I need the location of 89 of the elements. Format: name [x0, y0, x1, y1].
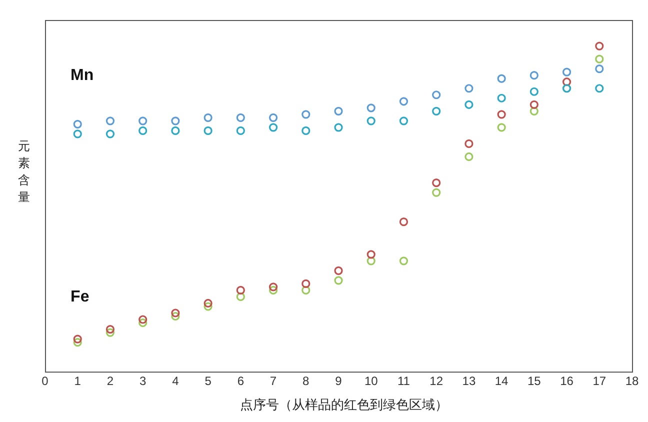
point — [497, 74, 506, 83]
x-tick-label: 2 — [106, 374, 114, 388]
x-tick-label: 4 — [172, 374, 180, 388]
x-tick-label: 18 — [625, 374, 639, 388]
point — [204, 113, 212, 122]
point — [106, 324, 115, 334]
point — [497, 110, 506, 119]
point — [432, 188, 441, 197]
point — [399, 97, 408, 106]
point — [171, 126, 180, 135]
point — [530, 100, 538, 109]
point — [302, 286, 310, 295]
point — [138, 126, 148, 135]
point — [464, 152, 474, 162]
point — [138, 318, 148, 328]
point — [595, 84, 604, 93]
point — [236, 113, 245, 122]
x-tick-label: 1 — [74, 374, 82, 388]
point — [106, 116, 115, 126]
x-tick-label: 6 — [237, 374, 244, 388]
point — [562, 68, 572, 76]
point — [366, 104, 376, 112]
point — [138, 116, 148, 126]
point — [334, 266, 343, 275]
point — [366, 256, 376, 266]
point — [432, 90, 441, 100]
point — [302, 279, 310, 288]
point — [530, 106, 538, 116]
point — [464, 84, 474, 93]
point — [399, 256, 408, 266]
point — [73, 120, 82, 128]
x-tick-label: 15 — [527, 374, 542, 388]
x-tick-label: 14 — [494, 374, 509, 388]
point — [73, 338, 82, 347]
point — [171, 116, 180, 126]
annotation: Fe — [70, 288, 90, 306]
point — [334, 123, 343, 132]
point — [171, 312, 180, 321]
point — [236, 292, 245, 302]
point — [236, 126, 245, 135]
x-tick-label: 13 — [462, 374, 476, 388]
point — [366, 116, 376, 126]
point — [595, 54, 604, 64]
point — [73, 334, 82, 344]
x-tick-label: 8 — [302, 374, 310, 388]
x-tick-label: 9 — [335, 374, 342, 388]
point — [334, 276, 343, 285]
point — [204, 298, 212, 308]
point — [399, 218, 408, 226]
point — [366, 250, 376, 259]
y-axis-title: 元素含量 — [18, 138, 31, 206]
point — [268, 123, 278, 132]
point — [399, 116, 408, 126]
point — [464, 139, 474, 148]
x-axis-title: 点序号（从样品的红色到绿色区域） — [239, 397, 449, 414]
point — [73, 130, 82, 138]
point — [204, 126, 212, 135]
point — [138, 315, 148, 324]
point — [530, 71, 538, 80]
point — [595, 64, 604, 74]
x-tick-label: 7 — [270, 374, 277, 388]
point — [562, 78, 572, 86]
point — [302, 110, 310, 119]
point — [497, 123, 506, 132]
annotation: Mn — [70, 66, 94, 84]
point — [106, 328, 115, 337]
point — [302, 126, 310, 135]
point — [530, 87, 538, 96]
x-tick-label: 5 — [204, 374, 212, 388]
x-tick-label: 0 — [42, 374, 49, 388]
point — [464, 100, 474, 109]
point — [268, 282, 278, 292]
x-tick-label: 10 — [364, 374, 378, 388]
x-tick-label: 3 — [139, 374, 146, 388]
x-tick-label: 11 — [397, 374, 410, 388]
point — [432, 106, 441, 116]
point — [595, 42, 604, 50]
point — [171, 308, 180, 318]
x-tick-label: 16 — [560, 374, 574, 388]
point — [334, 106, 343, 116]
point — [432, 178, 441, 188]
point — [236, 286, 245, 295]
point — [268, 286, 278, 295]
x-tick-label: 12 — [430, 374, 444, 388]
point — [268, 113, 278, 122]
x-tick-label: 17 — [592, 374, 606, 388]
point — [204, 302, 212, 311]
point — [497, 94, 506, 102]
point — [106, 130, 115, 138]
